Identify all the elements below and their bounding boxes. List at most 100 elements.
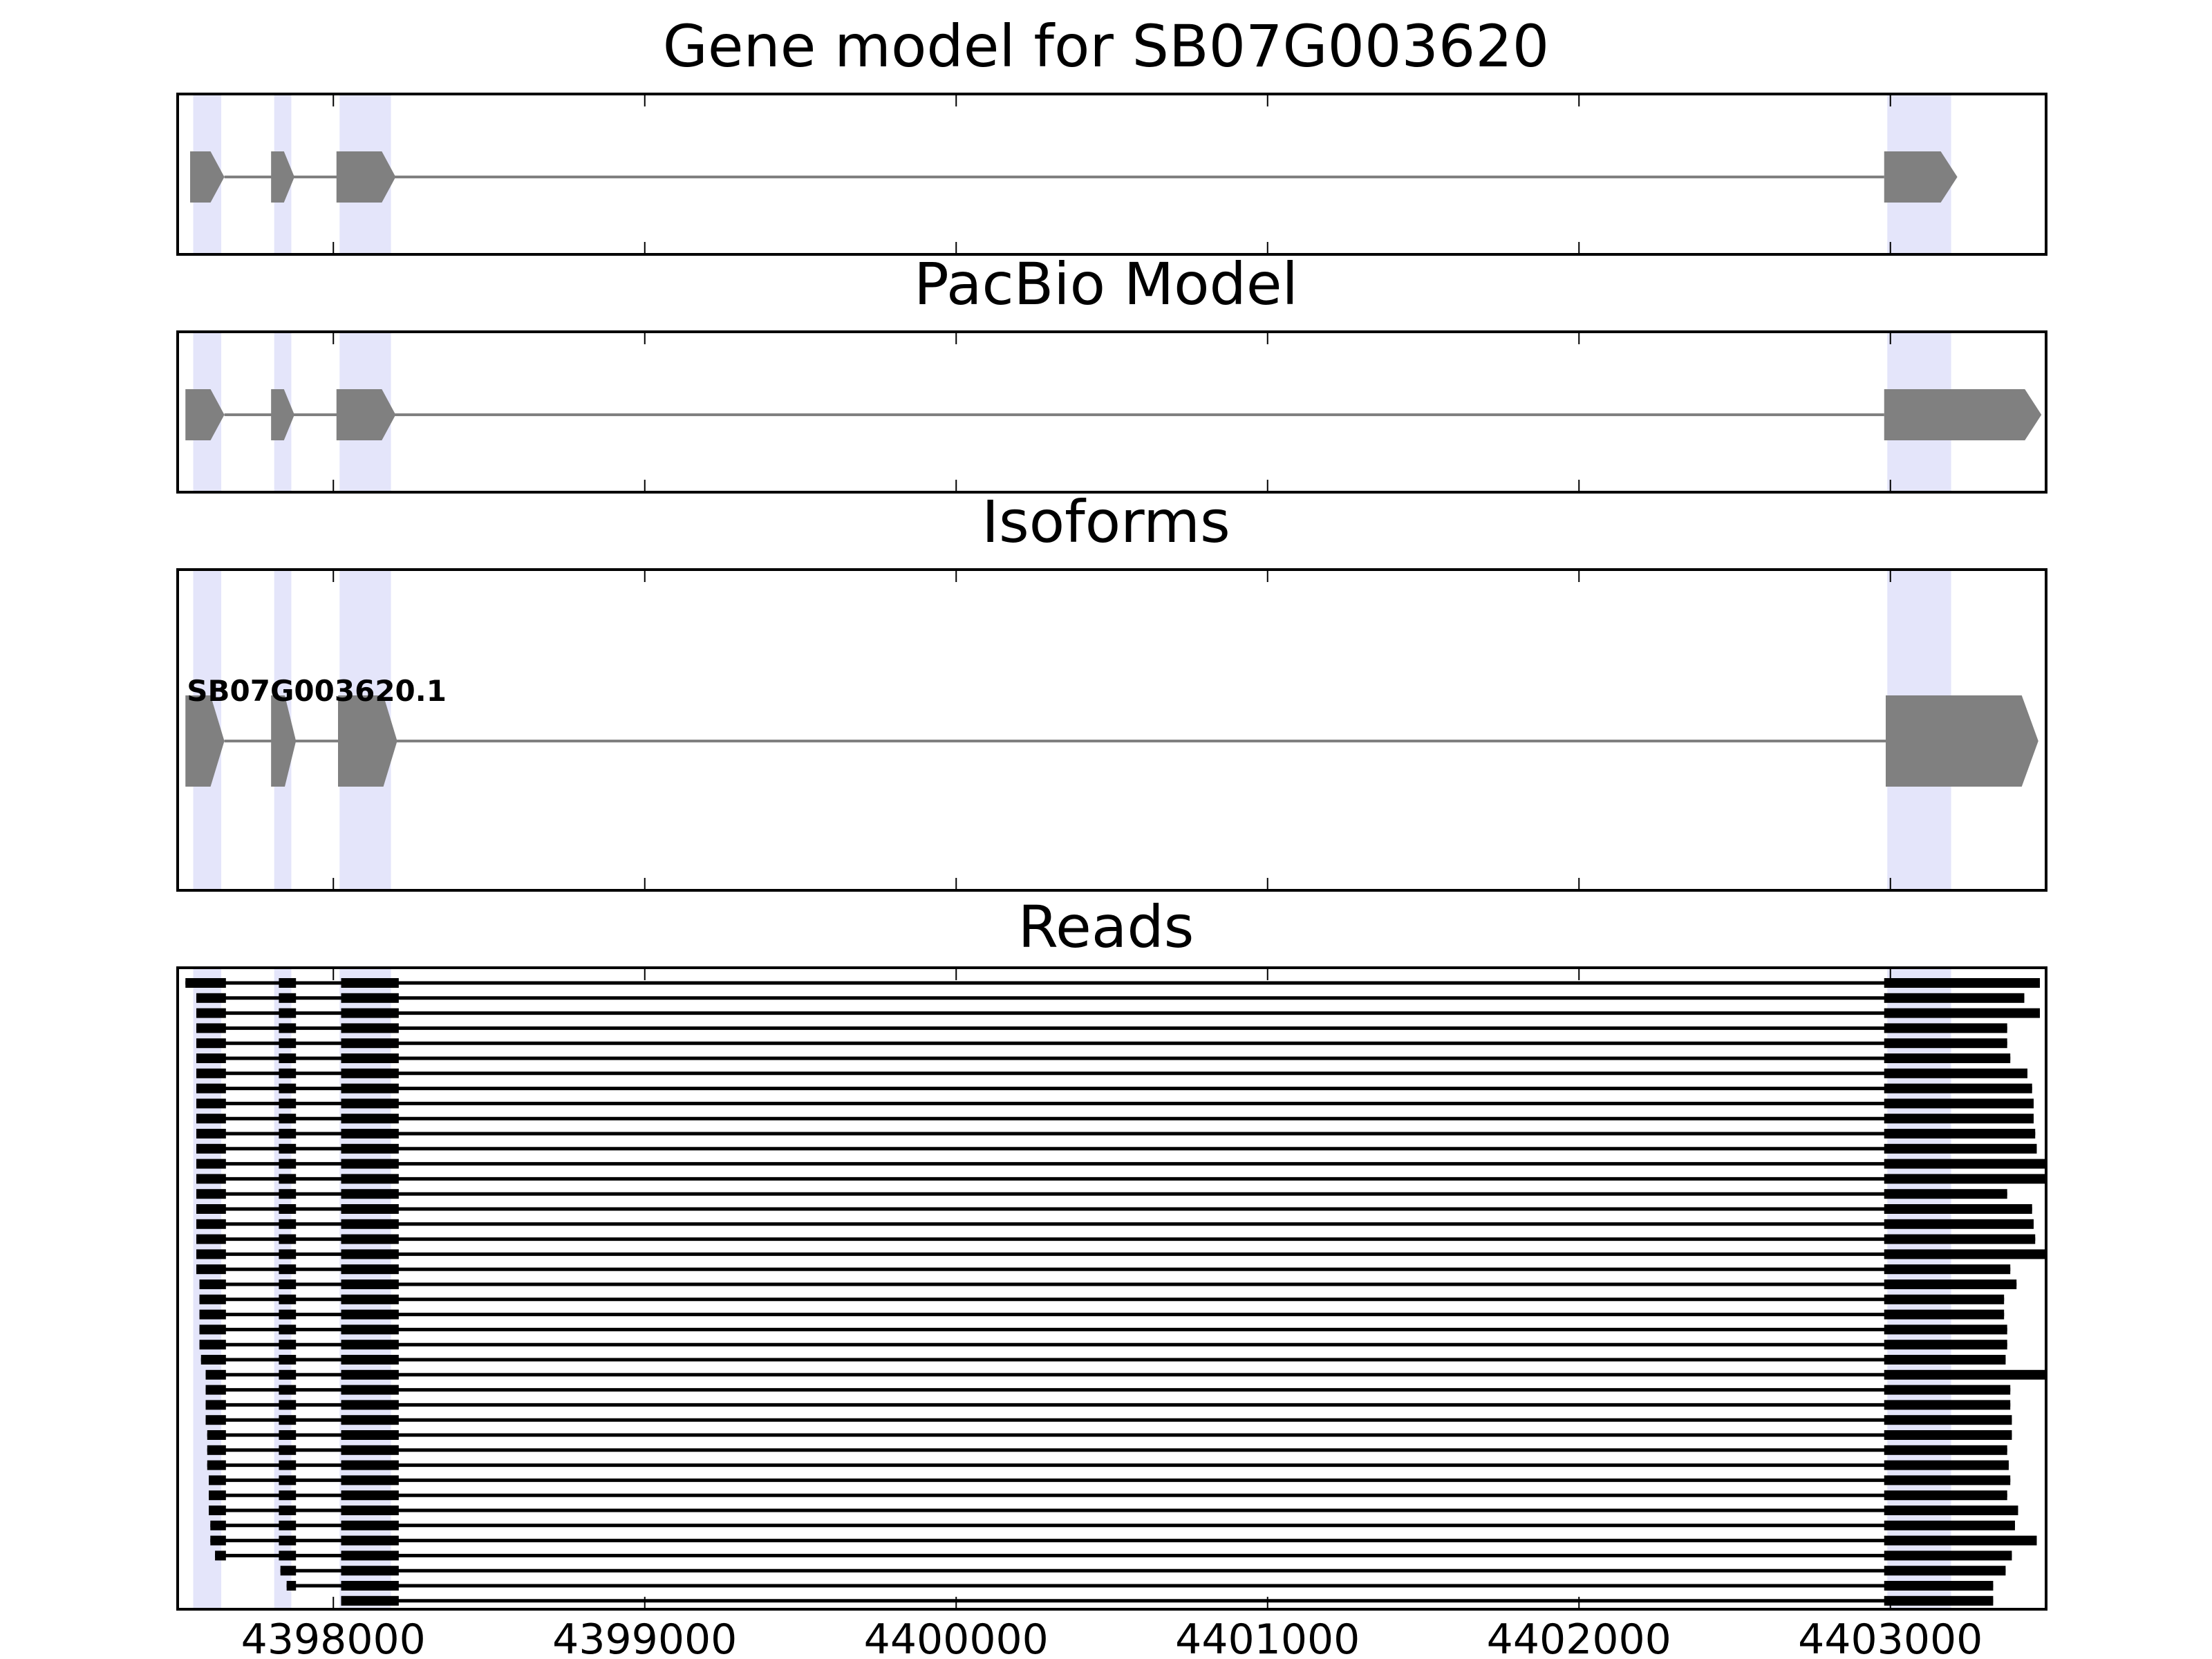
read-block [279,1535,297,1546]
x-tick-label: 4403000 [1798,1615,1983,1659]
read-block [199,1324,226,1335]
read-block [196,1264,226,1275]
read-block [341,1053,399,1063]
panel-plot-area [190,94,1958,254]
read-block [207,1445,226,1455]
read-block [1884,1581,1994,1591]
read-block [196,1038,226,1049]
read-block [279,993,297,1003]
read-block [1884,1490,2007,1501]
read-block [210,1520,226,1530]
read-block [1884,1595,1994,1606]
read-block [1884,1506,2018,1515]
read-block [279,1189,297,1199]
read-block [196,1008,226,1018]
read-block [196,1234,226,1244]
read-block [341,1400,399,1410]
read-block [341,1309,399,1320]
exon [336,151,396,203]
read-block [279,1129,297,1138]
read-block [341,1174,399,1184]
read-block [279,1068,297,1078]
read-block [1884,1340,2007,1350]
read-block [1884,1098,2034,1109]
read-block [196,1114,226,1124]
read-block [207,1460,226,1470]
read-block [341,1520,399,1530]
panel-frame [176,568,2047,892]
read-block [196,1098,226,1109]
read-block [279,1098,297,1109]
read-block [1884,1189,2007,1199]
read-block [209,1490,226,1501]
read-block [1884,1460,2009,1470]
read-block [205,1385,226,1395]
read-block [1884,1023,2007,1033]
read-block [1884,1204,2032,1214]
read-block [279,1490,297,1501]
read-block [196,1143,226,1154]
read-block [196,1219,226,1229]
read-block [341,1369,399,1380]
panel-plot-area [185,570,2038,890]
read-block [196,1023,226,1033]
read-block [207,1430,226,1440]
read-block [1884,1445,2007,1455]
exon [1884,389,2042,440]
read-block [341,1475,399,1485]
read-block [341,978,399,988]
panel-frame [176,93,2047,256]
isoform-label: SB07G003620.1 [187,674,447,708]
read-block [341,1460,399,1470]
read-block [279,1309,297,1320]
read-block [279,1506,297,1515]
read-block [215,1550,226,1561]
read-block [279,1114,297,1124]
read-block [1884,1430,2012,1440]
panel-4 [176,966,2047,1611]
panel-plot-area [185,968,2046,1609]
read-block [279,1415,297,1425]
read-block [1884,1550,2012,1561]
read-block [1884,1280,2017,1289]
exon [185,389,225,440]
read-block [1884,1038,2007,1049]
panel-frame [176,966,2047,1611]
read-block [196,1083,226,1094]
read-block [200,1355,226,1365]
read-block [196,1189,226,1199]
read-block [279,1369,297,1380]
read-block [209,1475,226,1485]
exon [190,151,225,203]
read-block [1884,1369,2046,1380]
read-block [1884,1008,2040,1018]
read-block [196,1249,226,1259]
exon [336,389,396,440]
read-block [199,1309,226,1320]
panel-title: Gene model for SB07G003620 [663,12,1549,80]
read-block [341,1129,399,1138]
read-block [341,1415,399,1425]
read-block [196,993,226,1003]
read-block [341,1430,399,1440]
read-block [199,1340,226,1350]
read-block [1884,1114,2034,1124]
read-block [1884,978,2040,988]
read-block [185,978,226,988]
read-block [341,1445,399,1455]
read-block [279,1355,297,1365]
read-block [279,1294,297,1304]
read-block [341,1204,399,1214]
panel-frame [176,330,2047,494]
read-block [341,1114,399,1124]
read-block [286,1581,297,1591]
read-block [1884,1520,2015,1530]
read-block [196,1174,226,1184]
read-block [279,1520,297,1530]
read-block [341,1264,399,1275]
read-block [205,1400,226,1410]
read-block [341,1098,399,1109]
read-block [205,1415,226,1425]
read-block [341,1490,399,1501]
